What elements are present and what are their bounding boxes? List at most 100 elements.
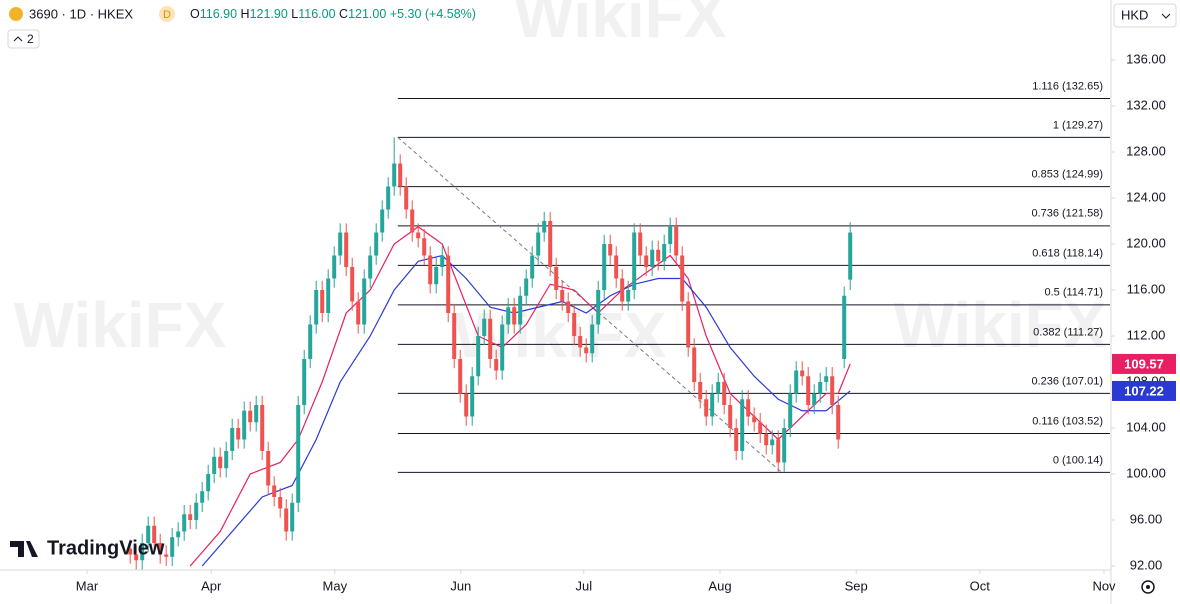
candle-body [194,502,199,520]
candle-body [518,295,523,325]
candle-body [536,232,541,256]
candle-body [590,324,595,354]
symbol: 3690 · 1D · HKEX [29,6,133,21]
y-tick-label: 112.00 [1127,327,1166,342]
candle-body [686,301,691,348]
candle-body [506,307,511,325]
y-tick-label: 92.00 [1130,557,1163,572]
change: +5.30 (+4.58%) [390,7,476,21]
candle-body [566,301,571,313]
candle-body [716,381,721,394]
symbol-icon [9,7,23,21]
candle-body [656,249,661,262]
candle-body [500,324,505,371]
fib-label: 0.382 (111.27) [1033,326,1103,338]
ma-line [201,254,851,567]
candle-body [614,255,619,279]
ohlc-value: 121.90 [250,7,288,21]
candle-body [530,255,535,279]
candle-body [164,554,169,557]
indicator-toggle[interactable] [7,29,40,49]
candle-body [572,312,577,336]
settings-icon[interactable] [1141,580,1155,594]
candle-body [206,473,211,492]
candle-body [230,427,235,451]
candle-body [242,410,247,440]
price-badge-label: 109.57 [1124,356,1164,371]
candle-body [392,163,397,187]
ohlc-key: C [339,7,348,21]
candle-body [698,381,703,400]
price-badge [1112,380,1176,401]
candle-body [788,393,793,428]
indicator-count: 2 [27,32,34,46]
candle-body [350,267,355,302]
candle-body [782,427,787,463]
candle-body [488,318,493,359]
price-badge-label: 107.22 [1124,383,1164,398]
candle-body [458,358,463,394]
y-tick-label: 120.00 [1126,235,1166,250]
candle-body [176,531,181,538]
candle-body [362,278,367,325]
candle-body [668,226,673,245]
candle-body [398,163,403,187]
y-tick-label: 128.00 [1126,143,1166,158]
fib-label: 0.236 (107.01) [1031,375,1103,387]
candle-body [824,376,829,382]
candle-body [818,381,823,394]
candle-body [290,502,295,532]
candle-body [200,491,205,503]
candle-body [158,542,163,555]
candle-body [470,376,475,417]
x-tick-label: Sep [845,578,868,593]
fib-label: 0.116 (103.52) [1032,415,1103,427]
currency-button[interactable] [1113,3,1177,28]
candle-body [338,232,343,256]
y-tick-label: 132.00 [1126,97,1166,112]
candle-body [278,496,283,509]
candle-body [776,439,781,463]
candle-body [326,278,331,313]
x-tick-label: Jul [575,578,592,593]
fib-label: 1 (129.27) [1053,119,1103,131]
x-tick-label: Aug [708,578,731,593]
candle-body [836,404,841,440]
x-tick-label: Apr [201,578,222,593]
fib-label: 1.116 (132.65) [1032,80,1103,92]
candle-body [416,232,421,239]
candle-body [638,232,643,256]
candle-body [548,221,553,268]
ohlc: O116.90 H121.90 L116.00 C121.00 +5.30 (+… [190,7,476,21]
logo-mark [10,541,38,557]
candle-body [476,335,481,377]
candle-body [608,244,613,256]
ohlc-key: O [190,7,200,21]
candle-body [596,290,601,325]
ohlc-key: L [291,7,298,21]
candle-body [374,232,379,256]
candle-body [212,456,217,474]
badge-bg [159,6,175,22]
fib-label: 0 (100.14) [1053,454,1103,466]
candle-body [734,427,739,451]
fib-label: 0.618 (118.14) [1032,247,1103,259]
candle-body [272,485,277,497]
candle-body [128,548,133,555]
candle-body [344,232,349,268]
candle-body [146,525,151,543]
y-tick-label: 116.00 [1127,281,1166,296]
ohlc-key: H [241,7,250,21]
candle-body [758,422,763,434]
candle-body [794,370,799,394]
candle-body [314,290,319,325]
candle-body [446,255,451,313]
candle-body [308,324,313,359]
y-tick-label: 100.00 [1126,465,1166,480]
header-bg [0,0,500,52]
candle-body [560,290,565,302]
candle-body [452,312,457,359]
y-tick-label: 96.00 [1130,511,1163,526]
candle-body [728,404,733,428]
